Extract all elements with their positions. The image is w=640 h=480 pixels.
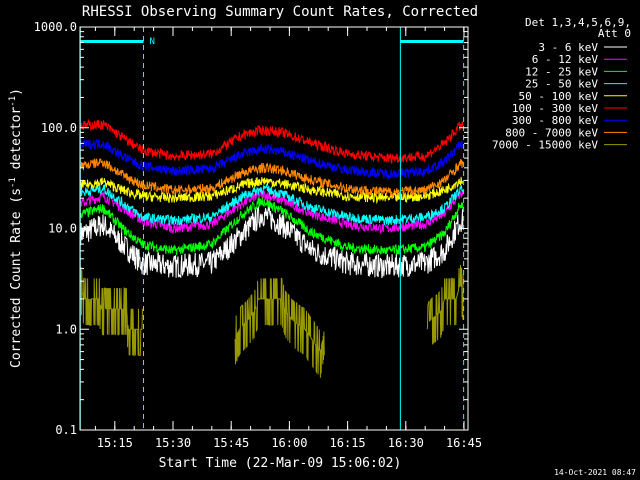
series-line-100-300-kev <box>80 118 464 165</box>
y-tick-label: 100.0 <box>41 121 77 135</box>
chart-title: RHESSI Observing Summary Count Rates, Co… <box>82 4 478 20</box>
legend-label-100-300-kev: 100 - 300 keV <box>512 102 598 115</box>
y-axis-label-part-2: detector <box>9 107 24 178</box>
x-tick-label: 15:45 <box>213 436 249 450</box>
series-line-7000-15000-kev-segment-2 <box>234 277 325 378</box>
y-axis-label-sup-2: -1 <box>8 96 18 107</box>
legend-label-3-6-kev: 3 - 6 keV <box>538 41 598 54</box>
generation-timestamp: 14-Oct-2021 08:47 <box>554 468 636 477</box>
series-line-25-50-kev <box>80 184 464 226</box>
series-line-7000-15000-kev-segment-3 <box>426 264 464 345</box>
series-line-3-6-kev <box>80 205 464 279</box>
legend-label-50-100-kev: 50 - 100 keV <box>519 90 599 103</box>
x-tick-label: 16:30 <box>388 436 424 450</box>
night-interval-bar <box>400 40 464 43</box>
x-tick-label: 16:45 <box>446 436 482 450</box>
y-axis-label-part-3: ) <box>9 88 24 96</box>
legend-label-800-7000-kev: 800 - 7000 keV <box>505 126 598 139</box>
x-axis: 15:15 15:30 15:45 16:00 16:15 16:30 16:45 <box>94 27 482 450</box>
series-line-300-800-kev <box>80 139 464 181</box>
y-tick-label: 1.0 <box>55 322 77 336</box>
y-axis-label-sup-1: -1 <box>8 177 18 188</box>
x-tick-label: 15:15 <box>97 436 133 450</box>
legend-header-line-2: Att 0 <box>598 27 631 40</box>
series-line-50-100-kev <box>80 176 464 205</box>
y-tick-label: 1000.0 <box>34 20 77 34</box>
x-tick-label: 15:30 <box>155 436 191 450</box>
y-tick-label: 10.0 <box>48 222 77 236</box>
y-axis: 0.1 1.0 10.0 100.0 1000.0 <box>34 20 468 437</box>
legend-label-6-12-kev: 6 - 12 keV <box>532 53 599 66</box>
night-interval-bar <box>80 40 144 43</box>
x-tick-label: 16:00 <box>271 436 307 450</box>
legend-header-line-1: Det 1,3,4,5,6,9, <box>525 16 631 29</box>
plot-area <box>79 118 464 378</box>
legend-label-12-25-kev: 12 - 25 keV <box>525 65 598 78</box>
y-tick-label: 0.1 <box>55 423 77 437</box>
series-line-800-7000-kev <box>80 158 464 198</box>
x-tick-label: 16:15 <box>330 436 366 450</box>
series-line-7000-15000-kev-segment-1 <box>79 266 143 356</box>
plot-frame <box>79 26 469 431</box>
series-line-6-12-kev <box>80 189 464 235</box>
legend-label-25-50-kev: 25 - 50 keV <box>525 78 598 91</box>
series-line-12-25-kev <box>80 196 464 256</box>
y-axis-label: Corrected Count Rate (s-1 detector-1) <box>8 88 24 368</box>
x-axis-label: Start Time (22-Mar-09 15:06:02) <box>159 456 402 471</box>
night-label: N <box>150 37 155 47</box>
legend-label-300-800-kev: 300 - 800 keV <box>512 114 598 127</box>
legend-label-7000-15000-kev: 7000 - 15000 keV <box>492 139 598 152</box>
y-axis-label-part-1: Corrected Count Rate (s <box>9 188 24 368</box>
